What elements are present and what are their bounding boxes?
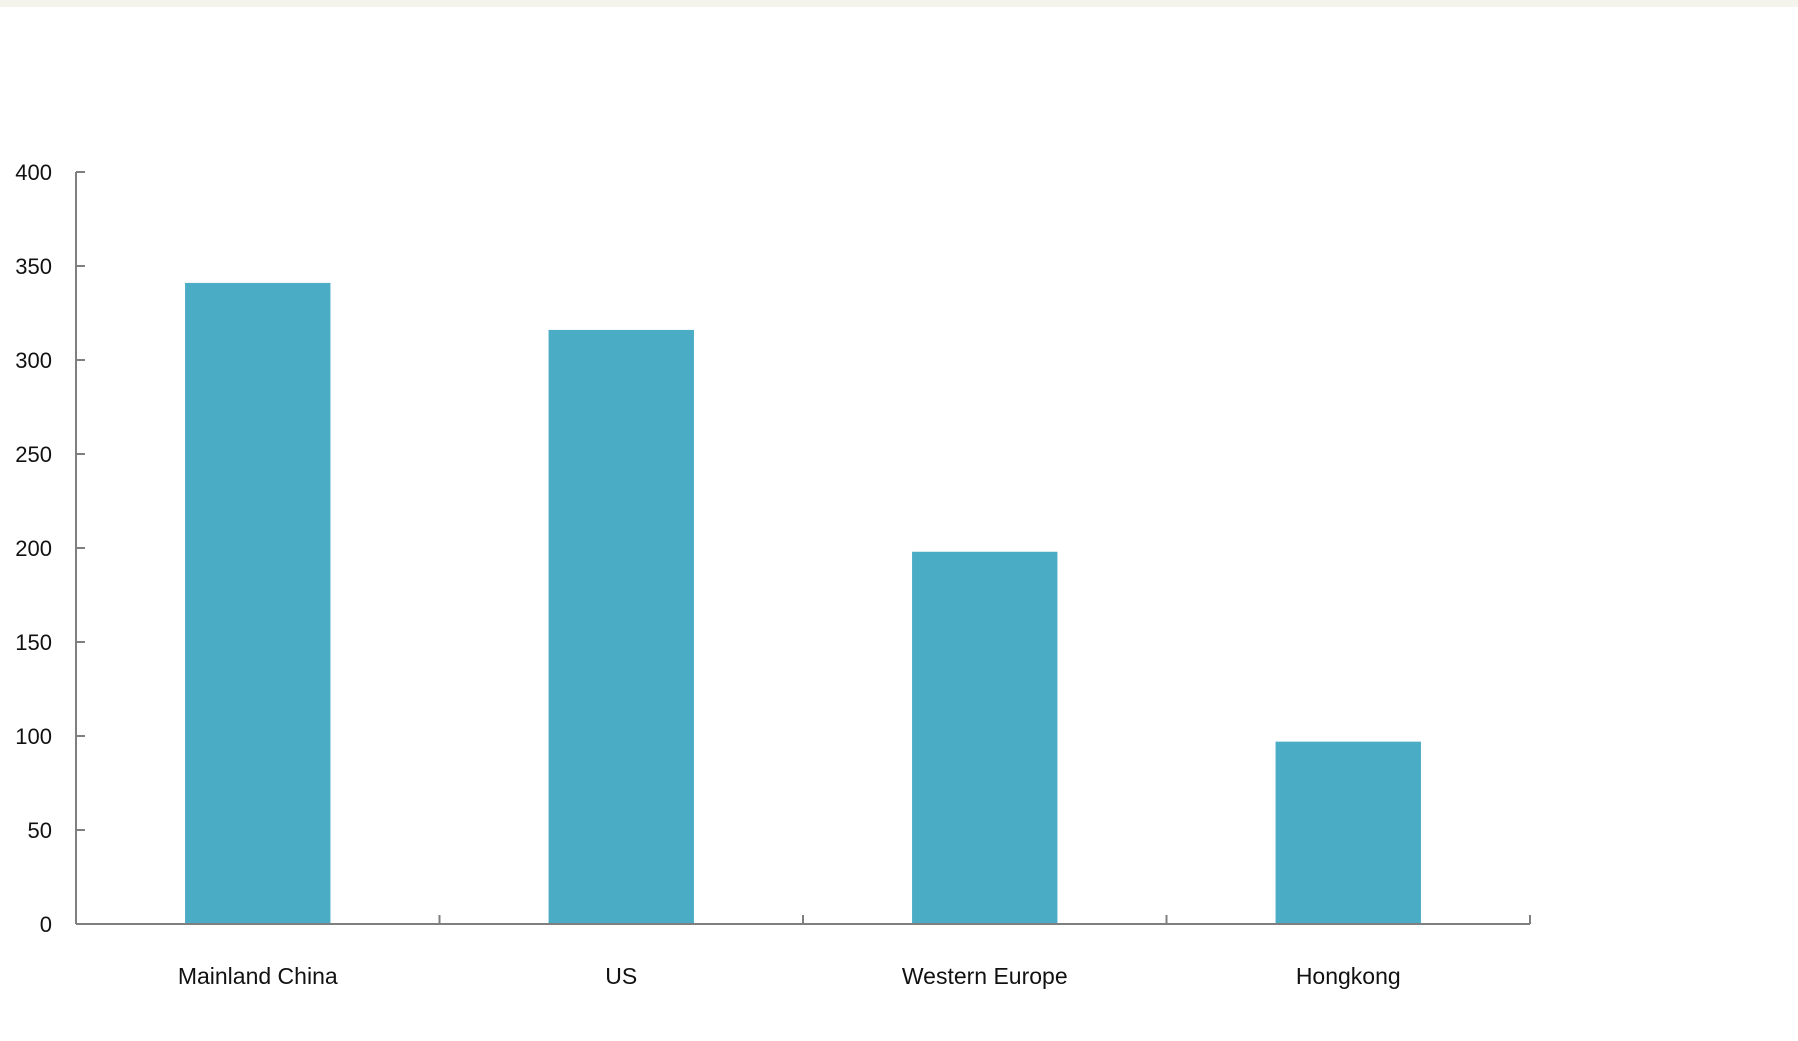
bar-us xyxy=(548,329,694,924)
y-tick-label-350: 350 xyxy=(15,254,52,279)
x-axis-ticks xyxy=(438,915,1531,924)
category-label-western-europe: Western Europe xyxy=(902,963,1068,989)
bar-mainland-china xyxy=(185,282,331,924)
top-strip xyxy=(0,0,1798,7)
y-tick-label-200: 200 xyxy=(15,536,52,561)
bar-hongkong xyxy=(1275,741,1421,924)
category-label-hongkong: Hongkong xyxy=(1296,963,1401,989)
category-label-us: US xyxy=(605,963,637,989)
y-tick-label-250: 250 xyxy=(15,442,52,467)
y-axis-ticks: 0 50 100 150 200 250 300 350 400 xyxy=(15,160,85,937)
y-tick-label-0: 0 xyxy=(40,912,52,937)
x-axis-labels: Mainland China US Western Europe Hongkong xyxy=(178,963,1401,989)
y-tick-label-50: 50 xyxy=(28,818,52,843)
bar-western-europe xyxy=(912,551,1058,924)
y-tick-label-100: 100 xyxy=(15,724,52,749)
y-tick-label-150: 150 xyxy=(15,630,52,655)
y-tick-label-400: 400 xyxy=(15,160,52,185)
bars xyxy=(185,282,1421,924)
y-tick-label-300: 300 xyxy=(15,348,52,373)
category-label-mainland-china: Mainland China xyxy=(178,963,338,989)
